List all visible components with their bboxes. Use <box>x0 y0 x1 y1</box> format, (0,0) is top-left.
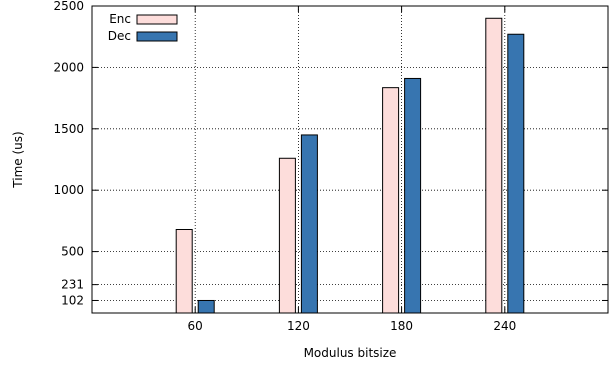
y-axis-label: Time (us) <box>11 131 25 188</box>
bar-dec-60 <box>197 299 215 314</box>
bar-enc-240 <box>485 17 503 314</box>
legend-swatch-enc <box>136 14 178 25</box>
y-tick-label: 1500 <box>53 122 84 136</box>
legend-swatch-dec <box>136 31 178 42</box>
bar-enc-180 <box>382 87 400 314</box>
bar-group <box>175 17 525 314</box>
bar-dec-240 <box>507 33 525 314</box>
x-tick-label: 60 <box>188 319 203 333</box>
x-tick-label: 240 <box>493 319 516 333</box>
grid-lines <box>92 6 608 313</box>
bar-dec-120 <box>300 134 318 314</box>
y-tick-label: 2500 <box>53 0 84 13</box>
y-tick-label: 231 <box>61 278 84 292</box>
x-axis-ticks: 60 120 180 240 <box>188 6 516 333</box>
x-axis-label: Modulus bitsize <box>304 346 397 360</box>
legend: Enc Dec <box>108 12 178 43</box>
bar-enc-120 <box>278 157 296 314</box>
y-tick-label: 2000 <box>53 60 84 74</box>
y-tick-label: 500 <box>61 245 84 259</box>
plot-frame <box>91 5 609 314</box>
bar-enc-60 <box>175 228 193 314</box>
legend-label-dec: Dec <box>108 29 131 43</box>
x-tick-label: 180 <box>390 319 413 333</box>
y-tick-label: 1000 <box>53 183 84 197</box>
x-tick-label: 120 <box>287 319 310 333</box>
bar-dec-180 <box>404 77 422 314</box>
y-tick-label: 102 <box>61 293 84 307</box>
legend-label-enc: Enc <box>109 12 131 26</box>
